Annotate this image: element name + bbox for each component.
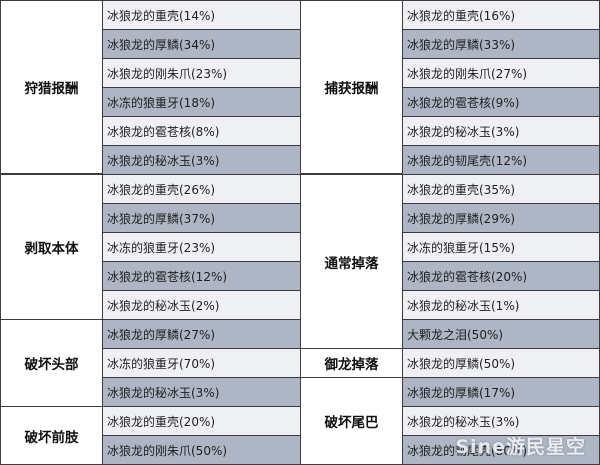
category-mount-drop: 御龙掉落 — [300, 348, 403, 378]
item-cell: 冰狼龙的韧尾壳(80%) — [402, 435, 600, 465]
item-cell: 冰狼龙的秘冰玉(3%) — [102, 145, 301, 175]
item-cell: 冰狼龙的厚鳞(37%) — [102, 203, 301, 233]
category-break-tail: 破坏尾巴 — [300, 377, 403, 465]
item-cell: 冰狼龙的厚鳞(34%) — [102, 29, 301, 59]
item-cell: 冰狼龙的雹苍核(20%) — [402, 261, 600, 291]
item-cell: 冰狼龙的厚鳞(29%) — [402, 203, 600, 233]
item-cell: 冰狼龙的厚鳞(33%) — [402, 29, 600, 59]
item-cell: 冰狼龙的雹苍核(12%) — [102, 261, 301, 291]
item-cell: 冰冻的狼重牙(23%) — [102, 232, 301, 262]
category-carve-body: 剥取本体 — [0, 174, 103, 320]
item-cell: 冰狼龙的厚鳞(17%) — [402, 377, 600, 407]
category-break-forelimb: 破坏前肢 — [0, 406, 103, 465]
item-cell: 冰狼龙的秘冰玉(2%) — [102, 290, 301, 320]
item-cell: 冰狼龙的秘冰玉(3%) — [102, 377, 301, 407]
item-cell: 大颗龙之泪(50%) — [402, 319, 600, 349]
item-cell: 冰冻的狼重牙(15%) — [402, 232, 600, 262]
item-cell: 冰狼龙的重壳(35%) — [402, 174, 600, 204]
category-capture-reward: 捕获报酬 — [300, 0, 403, 174]
item-cell: 冰狼龙的秘冰玉(3%) — [402, 116, 600, 146]
item-cell: 冰狼龙的秘冰玉(1%) — [402, 290, 600, 320]
item-cell: 冰狼龙的重壳(20%) — [102, 406, 301, 436]
category-hunt-reward: 狩猎报酬 — [0, 0, 103, 174]
category-normal-drop: 通常掉落 — [300, 174, 403, 349]
item-cell: 冰狼龙的厚鳞(50%) — [402, 348, 600, 378]
item-cell: 冰狼龙的韧尾壳(12%) — [402, 145, 600, 175]
item-cell: 冰狼龙的刚朱爪(50%) — [102, 435, 301, 465]
item-cell: 冰狼龙的刚朱爪(27%) — [402, 58, 600, 88]
item-cell: 冰狼龙的重壳(16%) — [402, 0, 600, 30]
item-cell: 冰冻的狼重牙(18%) — [102, 87, 301, 117]
category-break-head: 破坏头部 — [0, 319, 103, 407]
item-cell: 冰狼龙的重壳(14%) — [102, 0, 301, 30]
item-cell: 冰狼龙的重壳(26%) — [102, 174, 301, 204]
item-cell: 冰冻的狼重牙(70%) — [102, 348, 301, 378]
item-cell: 冰狼龙的秘冰玉(3%) — [402, 406, 600, 436]
item-cell: 冰狼龙的雹苍核(9%) — [402, 87, 600, 117]
item-cell: 冰狼龙的厚鳞(27%) — [102, 319, 301, 349]
item-cell: 冰狼龙的刚朱爪(23%) — [102, 58, 301, 88]
item-cell: 冰狼龙的雹苍核(8%) — [102, 116, 301, 146]
